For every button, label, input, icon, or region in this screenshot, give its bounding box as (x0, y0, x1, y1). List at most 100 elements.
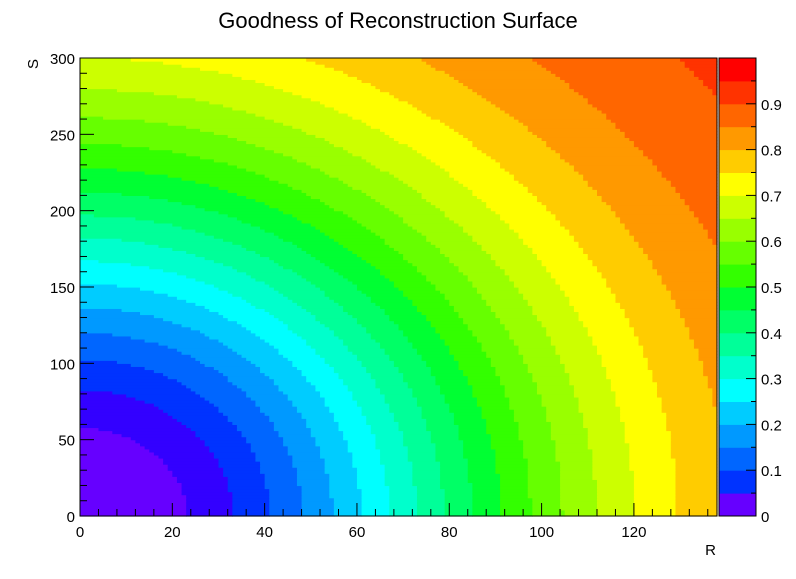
heatmap-cell (518, 287, 561, 291)
heatmap-cell (476, 241, 524, 245)
heatmap-cell (80, 479, 178, 484)
heatmap-cell (80, 399, 146, 404)
heatmap-cell (209, 448, 252, 453)
heatmap-cell (80, 363, 132, 367)
heatmap-cell (486, 421, 520, 425)
heatmap-cell (693, 345, 718, 349)
heatmap-cell (569, 296, 617, 300)
heatmap-cell (366, 326, 400, 331)
heatmap-cell (560, 494, 598, 499)
heatmap-cell (273, 424, 307, 429)
heatmap-cell (232, 381, 275, 386)
heatmap-cell (144, 338, 220, 343)
heatmap-cell (310, 164, 377, 169)
heatmap-cell (458, 131, 533, 135)
heatmap-cell (80, 155, 201, 160)
heatmap-cell (453, 219, 506, 224)
heatmap-cell (476, 146, 552, 151)
heatmap-cell (453, 308, 492, 313)
heatmap-cell (80, 131, 215, 135)
heatmap-cell (569, 375, 607, 380)
heatmap-cell (80, 146, 150, 151)
heatmap-cell (306, 161, 372, 166)
heatmap-cell (361, 506, 390, 511)
heatmap-cell (712, 393, 718, 398)
heatmap-cell (486, 250, 533, 255)
heatmap-cell (592, 454, 630, 459)
heatmap-cell (393, 247, 441, 251)
heatmap-cell (80, 381, 183, 386)
heatmap-cell (380, 305, 418, 309)
heatmap-cell (315, 256, 363, 261)
heatmap-cell (343, 305, 381, 309)
heatmap-cell (329, 174, 395, 178)
heatmap-cell (80, 100, 210, 105)
heatmap-cell (703, 222, 718, 227)
heatmap-cell (407, 445, 437, 450)
y-tick-label: 150 (50, 280, 75, 297)
heatmap-cell (652, 375, 709, 380)
heatmap-cell (333, 512, 363, 517)
heatmap-cell (260, 369, 303, 374)
heatmap-cell (421, 109, 506, 114)
heatmap-cell (80, 482, 183, 487)
heatmap-cell (209, 183, 289, 187)
heatmap-cell (675, 476, 718, 480)
heatmap-cell (163, 317, 229, 322)
heatmap-cell (370, 332, 404, 337)
heatmap-cell (80, 494, 187, 499)
heatmap-cell (227, 189, 303, 193)
heatmap-cell (310, 280, 353, 285)
heatmap-cell (80, 152, 187, 157)
heatmap-cell (532, 375, 570, 380)
heatmap-cell (176, 296, 243, 300)
heatmap-cell (301, 509, 335, 514)
heatmap-cell (555, 213, 617, 218)
heatmap-cell (518, 119, 612, 123)
heatmap-cell (296, 158, 367, 163)
heatmap-cell (167, 198, 256, 203)
heatmap-cell (407, 222, 460, 227)
heatmap-cell (366, 122, 446, 126)
heatmap-cell (440, 482, 473, 487)
heatmap-cell (652, 259, 718, 264)
heatmap-cell (163, 457, 220, 462)
heatmap-cell (393, 363, 427, 367)
heatmap-cell (278, 348, 317, 352)
heatmap-cell (398, 424, 427, 429)
heatmap-cell (633, 329, 690, 334)
heatmap-cell (343, 146, 413, 151)
heatmap-cell (624, 433, 672, 438)
heatmap-cell (500, 473, 529, 477)
heatmap-cell (629, 228, 709, 233)
heatmap-cell (587, 427, 626, 432)
heatmap-cell (467, 323, 506, 328)
heatmap-cell (472, 384, 506, 389)
heatmap-cell (615, 210, 695, 215)
heatmap-cell (573, 238, 635, 242)
heatmap-cell (375, 381, 409, 386)
heatmap-cell (296, 332, 335, 337)
heatmap-cell (532, 247, 584, 251)
heatmap-cell (698, 351, 718, 355)
heatmap-cell (389, 207, 441, 212)
heatmap-cell (255, 451, 289, 456)
heatmap-cell (629, 454, 672, 459)
heatmap-cell (689, 67, 718, 71)
heatmap-cell (606, 283, 667, 288)
heatmap-cell (301, 335, 340, 340)
heatmap-cell (633, 488, 677, 493)
heatmap-cell (361, 119, 441, 123)
heatmap-cell (255, 457, 293, 462)
heatmap-cell (472, 238, 524, 242)
heatmap-cell (610, 287, 667, 291)
heatmap-cell (121, 433, 196, 438)
heatmap-cell (80, 375, 169, 380)
heatmap-cell (523, 360, 561, 364)
heatmap-cell (500, 509, 533, 514)
heatmap-cell (476, 338, 515, 343)
heatmap-cell (421, 271, 464, 276)
heatmap-cell (703, 82, 718, 87)
heatmap-cell (675, 302, 718, 306)
heatmap-cell (343, 338, 377, 343)
